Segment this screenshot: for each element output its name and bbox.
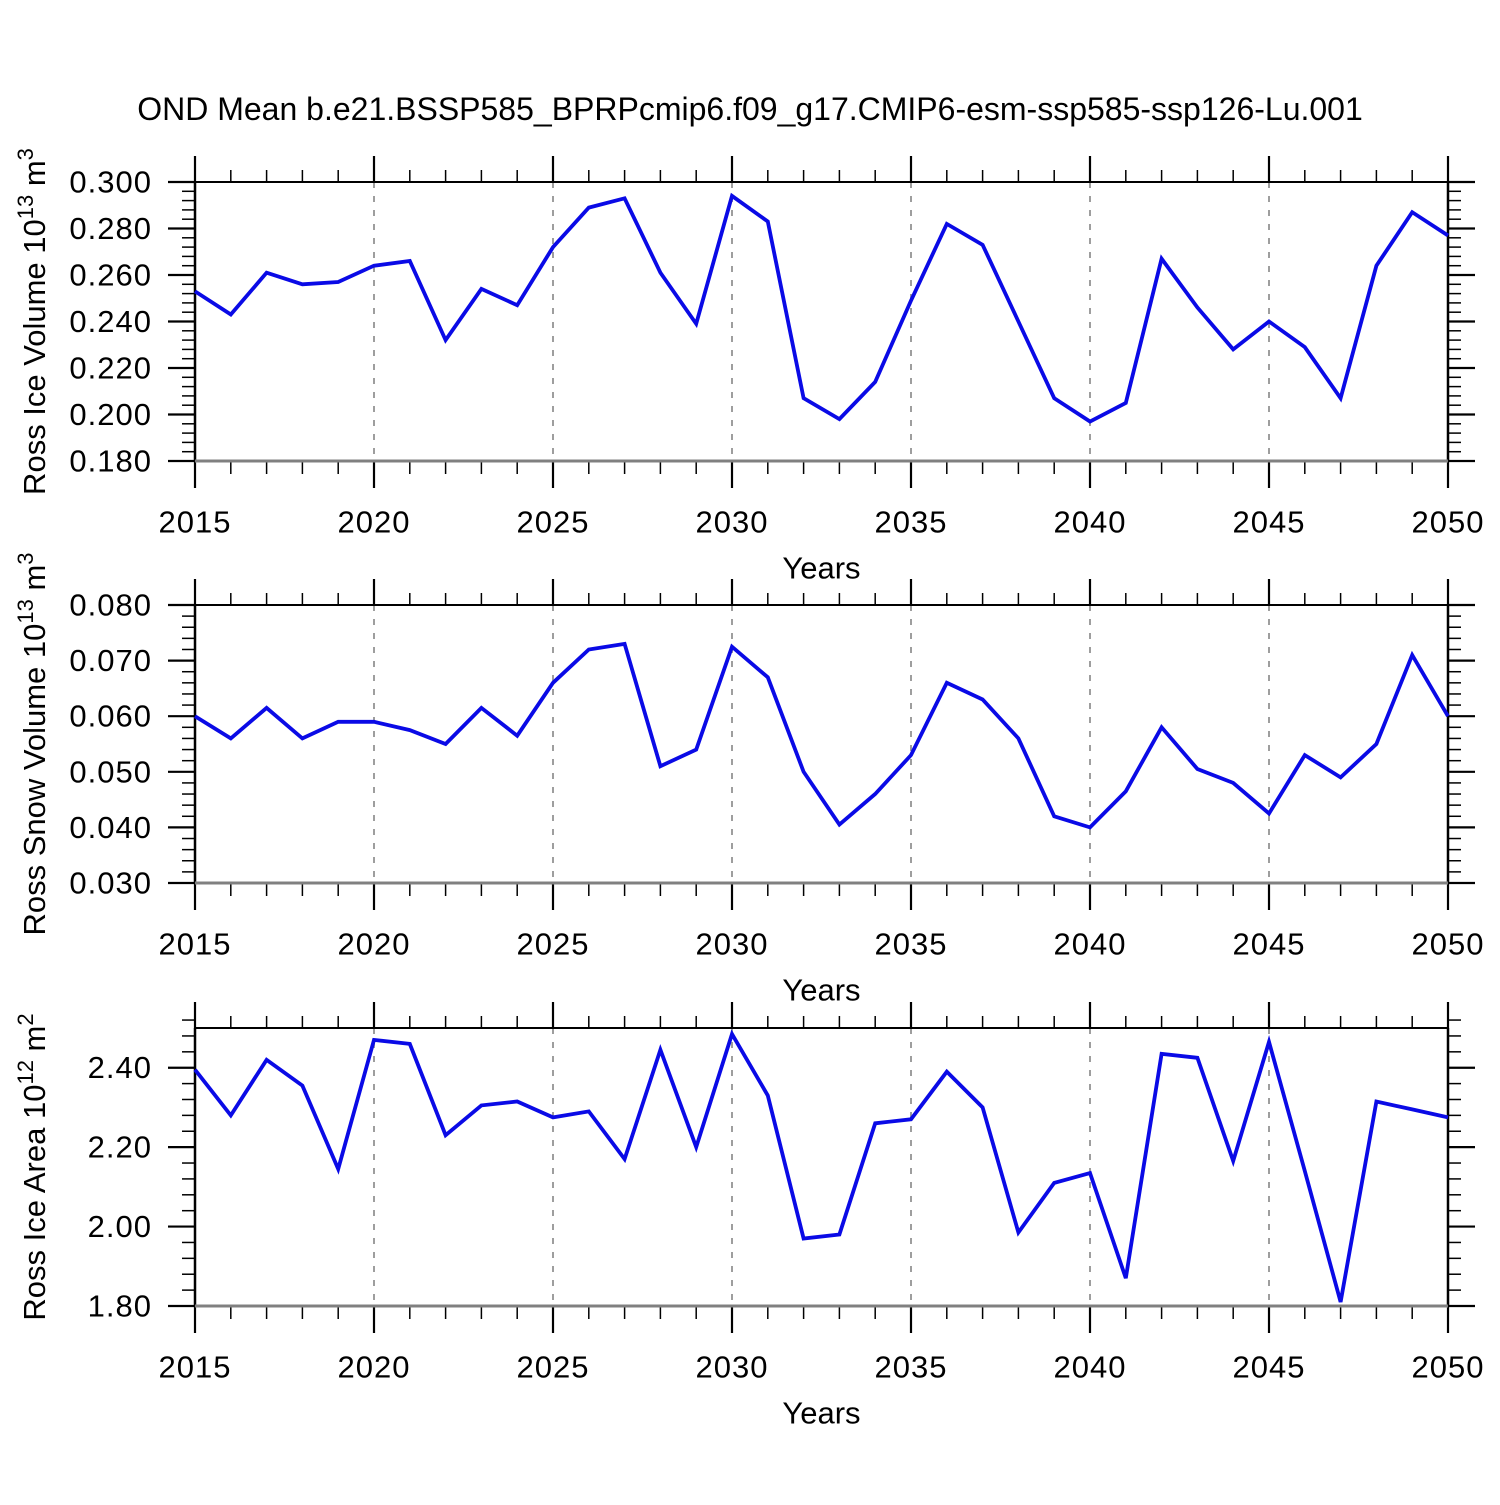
x-tick-label: 2030 <box>696 927 769 962</box>
data-line-ross-ice-area <box>193 1029 1449 1303</box>
y-tick-label: 2.40 <box>88 1050 152 1085</box>
y-tick-label: 0.070 <box>69 643 152 678</box>
x-tick-label: 2030 <box>696 1350 769 1385</box>
y-tick-label: 0.260 <box>69 258 152 293</box>
x-tick-label: 2020 <box>338 1350 411 1385</box>
y-tick-label: 0.180 <box>69 444 152 479</box>
y-tick-label: 0.300 <box>69 165 152 200</box>
x-tick-label: 2040 <box>1054 927 1127 962</box>
y-axis-title: Ross Ice Area 1012 m2 <box>13 1013 52 1320</box>
x-axis-title: Years <box>782 973 860 1008</box>
y-tick-label: 0.030 <box>69 866 152 901</box>
y-tick-label: 0.200 <box>69 397 152 432</box>
y-tick-label: 1.80 <box>88 1289 152 1324</box>
x-tick-label: 2045 <box>1233 505 1306 540</box>
y-tick-label: 0.280 <box>69 211 152 246</box>
y-tick-label: 2.20 <box>88 1130 152 1165</box>
figure-title: OND Mean b.e21.BSSP585_BPRPcmip6.f09_g17… <box>137 91 1363 127</box>
x-tick-label: 2015 <box>159 1350 232 1385</box>
x-tick-label: 2045 <box>1233 1350 1306 1385</box>
x-tick-label: 2040 <box>1054 1350 1127 1385</box>
y-tick-label: 0.040 <box>69 810 152 845</box>
y-tick-label: 0.080 <box>69 588 152 623</box>
x-tick-label: 2035 <box>875 505 948 540</box>
y-axis-title: Ross Snow Volume 1013 m3 <box>13 552 52 935</box>
x-tick-label: 2025 <box>517 505 590 540</box>
x-tick-label: 2020 <box>338 505 411 540</box>
y-tick-label: 0.220 <box>69 351 152 386</box>
x-tick-label: 2025 <box>517 927 590 962</box>
x-axis-title: Years <box>782 1396 860 1431</box>
x-tick-label: 2050 <box>1412 927 1485 962</box>
chart-ross-snow-volume: 2015 2020 2025 2030 2035 2040 2045 2050 0.030 0.0… <box>13 552 1485 1008</box>
y-tick-label: 0.240 <box>69 304 152 339</box>
y-tick-label: 0.060 <box>69 699 152 734</box>
data-line-ross-ice-volume <box>193 192 1450 424</box>
x-tick-label: 2015 <box>159 505 232 540</box>
chart-ross-ice-area: 2015 2020 2025 2030 2035 2040 2045 2050 1.80 2.00… <box>13 1002 1485 1431</box>
y-axis-title: Ross Ice Volume 1013 m3 <box>13 148 52 495</box>
x-axis-title: Years <box>782 551 860 586</box>
x-tick-label: 2040 <box>1054 505 1127 540</box>
x-tick-label: 2025 <box>517 1350 590 1385</box>
x-tick-label: 2030 <box>696 505 769 540</box>
y-tick-label: 0.050 <box>69 754 152 789</box>
x-tick-label: 2015 <box>159 927 232 962</box>
y-tick-label: 2.00 <box>88 1209 152 1244</box>
x-tick-label: 2045 <box>1233 927 1306 962</box>
data-line-ross-snow-volume <box>193 641 1450 830</box>
x-tick-label: 2035 <box>875 1350 948 1385</box>
x-tick-label: 2020 <box>338 927 411 962</box>
x-tick-label: 2050 <box>1412 1350 1485 1385</box>
chart-ross-ice-volume: 2015 2020 2025 2030 2035 2040 2045 2050 0.180 0.2… <box>13 148 1485 586</box>
x-tick-label: 2050 <box>1412 505 1485 540</box>
x-tick-label: 2035 <box>875 927 948 962</box>
